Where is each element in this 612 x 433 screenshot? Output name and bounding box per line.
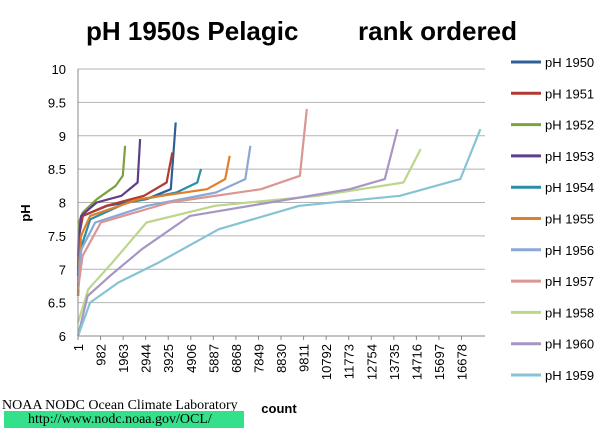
x-tick-label: 982 [94, 344, 109, 366]
series-line-ph-1958 [76, 148, 422, 323]
legend: pH 1950 pH 1951 pH 1952 pH 1953 pH 1954 pH 19… [511, 55, 594, 383]
series-line-ph-1952 [76, 145, 127, 256]
x-tick-label: 13735 [387, 344, 402, 380]
y-tick-label: 8.5 [48, 162, 66, 177]
x-tick-label: 15697 [432, 344, 447, 380]
x-axis-label: count [261, 401, 297, 416]
series-line-ph-1950 [76, 122, 177, 297]
y-tick-label: 7 [59, 262, 66, 277]
legend-label: pH 1954 [545, 180, 594, 195]
legend-label: pH 1959 [545, 368, 594, 383]
y-tick-label: 6.5 [48, 296, 66, 311]
x-tick-label: 2944 [139, 344, 154, 373]
chart-title-right: rank ordered [358, 16, 517, 46]
x-tick-label: 3925 [161, 344, 176, 373]
credit-text: NOAA NODC Ocean Climate Laboratory [2, 398, 238, 413]
x-tick-label: 6868 [229, 344, 244, 373]
y-axis-label: pH [18, 204, 33, 221]
legend-label: pH 1953 [545, 149, 594, 164]
legend-label: pH 1955 [545, 212, 594, 227]
y-tick-labels: 6 6.5 7 7.5 8 8.5 9 9.5 10 [48, 62, 66, 344]
x-tick-label: 5887 [206, 344, 221, 373]
x-tick-label: 11773 [342, 344, 357, 379]
y-tick-label: 10 [52, 62, 66, 77]
legend-label: pH 1956 [545, 243, 594, 258]
x-tick-label: 1963 [116, 344, 131, 373]
x-tick-labels: 1 982 1963 2944 3925 4906 5887 6868 7849 8830 9811… [71, 336, 469, 380]
x-tick-label: 12754 [364, 344, 379, 380]
legend-label: pH 1951 [545, 86, 594, 101]
y-tick-label: 7.5 [48, 229, 66, 244]
legend-label: pH 1952 [545, 118, 594, 133]
series-line-ph-1960 [76, 128, 399, 337]
series-line-ph-1959 [76, 128, 482, 337]
x-tick-label: 14716 [409, 344, 424, 380]
x-tick-label: 1 [71, 344, 86, 351]
series-line-ph-1955 [76, 155, 231, 297]
gridlines [78, 68, 485, 337]
y-tick-label: 6 [59, 329, 66, 344]
y-tick-label: 9.5 [48, 95, 66, 110]
legend-label: pH 1958 [545, 305, 594, 320]
legend-label: pH 1960 [545, 337, 594, 352]
x-tick-label: 7849 [251, 344, 266, 373]
series-line-ph-1956 [76, 145, 252, 283]
legend-label: pH 1950 [545, 55, 594, 70]
y-tick-label: 9 [59, 129, 66, 144]
series-lines [76, 108, 482, 337]
x-tick-label: 4906 [184, 344, 199, 373]
x-tick-label: 10792 [319, 344, 334, 380]
series-line-ph-1953 [76, 139, 142, 270]
chart-title-left: pH 1950s Pelagic [86, 16, 298, 46]
source-url-link[interactable]: http://www.nodc.noaa.gov/OCL/ [4, 411, 244, 428]
series-line-ph-1957 [76, 108, 308, 290]
x-tick-label: 8830 [274, 344, 289, 373]
x-tick-label: 16678 [454, 344, 469, 380]
x-tick-label: 9811 [297, 344, 312, 372]
y-tick-label: 8 [59, 196, 66, 211]
legend-label: pH 1957 [545, 274, 594, 289]
